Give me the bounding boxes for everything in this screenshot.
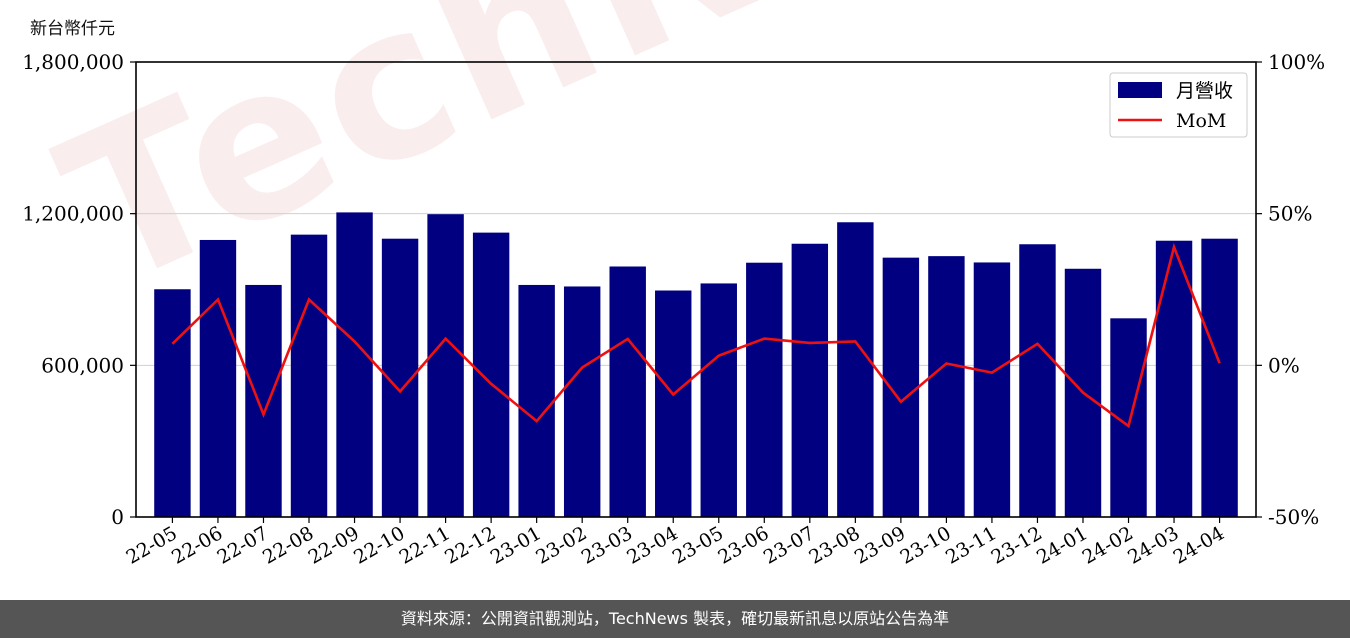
x-tick-label-23-09: 23-09 <box>851 522 909 568</box>
bar-22-05 <box>154 289 191 517</box>
revenue-chart: 0 600,000 1,200,000 1,800,000 -50% 0% 50% 100% 2… <box>22 50 1325 569</box>
left-tick-label: 1,800,000 <box>22 50 124 74</box>
bar-23-05 <box>700 283 737 517</box>
x-tick-label-23-02: 23-02 <box>532 522 590 568</box>
plot-frame <box>135 61 1257 518</box>
bar-23-02 <box>563 286 601 517</box>
bar-22-12 <box>472 232 510 517</box>
x-tick-label-23-11: 23-11 <box>942 522 1000 568</box>
x-tick-label-23-06: 23-06 <box>714 522 772 568</box>
left-tick-label: 600,000 <box>41 353 124 377</box>
mom-line <box>171 242 1221 429</box>
bar-22-09 <box>336 212 373 517</box>
right-tick-label: 50% <box>1268 202 1312 226</box>
x-tick-label-23-10: 23-10 <box>896 522 954 568</box>
bar-22-11 <box>427 214 464 517</box>
y-axis-unit-label: 新台幣仟元 <box>30 19 115 39</box>
x-tick-label-22-12: 22-12 <box>441 522 499 568</box>
legend: 月營收 MoM <box>1109 72 1248 138</box>
legend-bar-swatch <box>1118 82 1162 98</box>
x-tick-label-24-02: 24-02 <box>1079 522 1137 568</box>
right-tick-label: -50% <box>1268 505 1319 529</box>
x-tick-label-22-06: 22-06 <box>168 522 226 568</box>
x-tick-label-22-09: 22-09 <box>305 522 363 568</box>
x-tick-label-23-01: 23-01 <box>487 522 545 568</box>
left-tick-label: 0 <box>111 505 124 529</box>
bar-24-03 <box>1155 240 1193 518</box>
bar-22-06 <box>199 239 237 517</box>
bar-23-08 <box>837 222 874 517</box>
bar-22-08 <box>290 234 328 517</box>
right-tick-label: 100% <box>1268 50 1325 74</box>
x-tick-label-22-08: 22-08 <box>259 522 317 568</box>
x-tick-label-22-07: 22-07 <box>214 522 272 568</box>
x-tick-label-24-01: 24-01 <box>1033 522 1091 568</box>
x-tick-label-23-04: 23-04 <box>623 522 681 568</box>
left-tick-label: 1,200,000 <box>22 202 124 226</box>
legend-bar-label: 月營收 <box>1176 80 1233 102</box>
bar-series <box>154 212 1238 518</box>
source-footer: 資料來源：公開資訊觀測站，TechNews 製表，確切最新訊息以原站公告為準 <box>0 600 1350 638</box>
x-tick-label-24-04: 24-04 <box>1170 522 1228 568</box>
bar-22-07 <box>245 284 282 517</box>
x-tick-label-23-07: 23-07 <box>760 522 818 568</box>
mom-line-series <box>171 242 1221 429</box>
x-tick-label-23-12: 23-12 <box>988 522 1046 568</box>
bar-24-04 <box>1201 238 1238 518</box>
bar-23-01 <box>518 284 555 517</box>
x-tick-label-22-05: 22-05 <box>122 522 180 568</box>
x-tick-label-23-05: 23-05 <box>669 522 727 568</box>
x-tick-label-23-08: 23-08 <box>805 522 863 568</box>
bar-23-03 <box>609 266 646 517</box>
bar-23-10 <box>928 256 965 517</box>
x-tick-label-22-11: 22-11 <box>396 522 454 568</box>
bar-23-06 <box>746 262 783 517</box>
right-tick-label: 0% <box>1268 353 1300 377</box>
bar-23-07 <box>791 243 829 517</box>
bar-23-11 <box>973 262 1011 517</box>
bar-23-04 <box>655 290 692 517</box>
x-tick-label-23-03: 23-03 <box>578 522 636 568</box>
x-tick-label-22-10: 22-10 <box>350 522 408 568</box>
x-tick-label-24-03: 24-03 <box>1124 522 1182 568</box>
legend-line-label: MoM <box>1176 110 1226 132</box>
bar-23-09 <box>882 257 920 517</box>
bar-23-12 <box>1019 244 1056 517</box>
